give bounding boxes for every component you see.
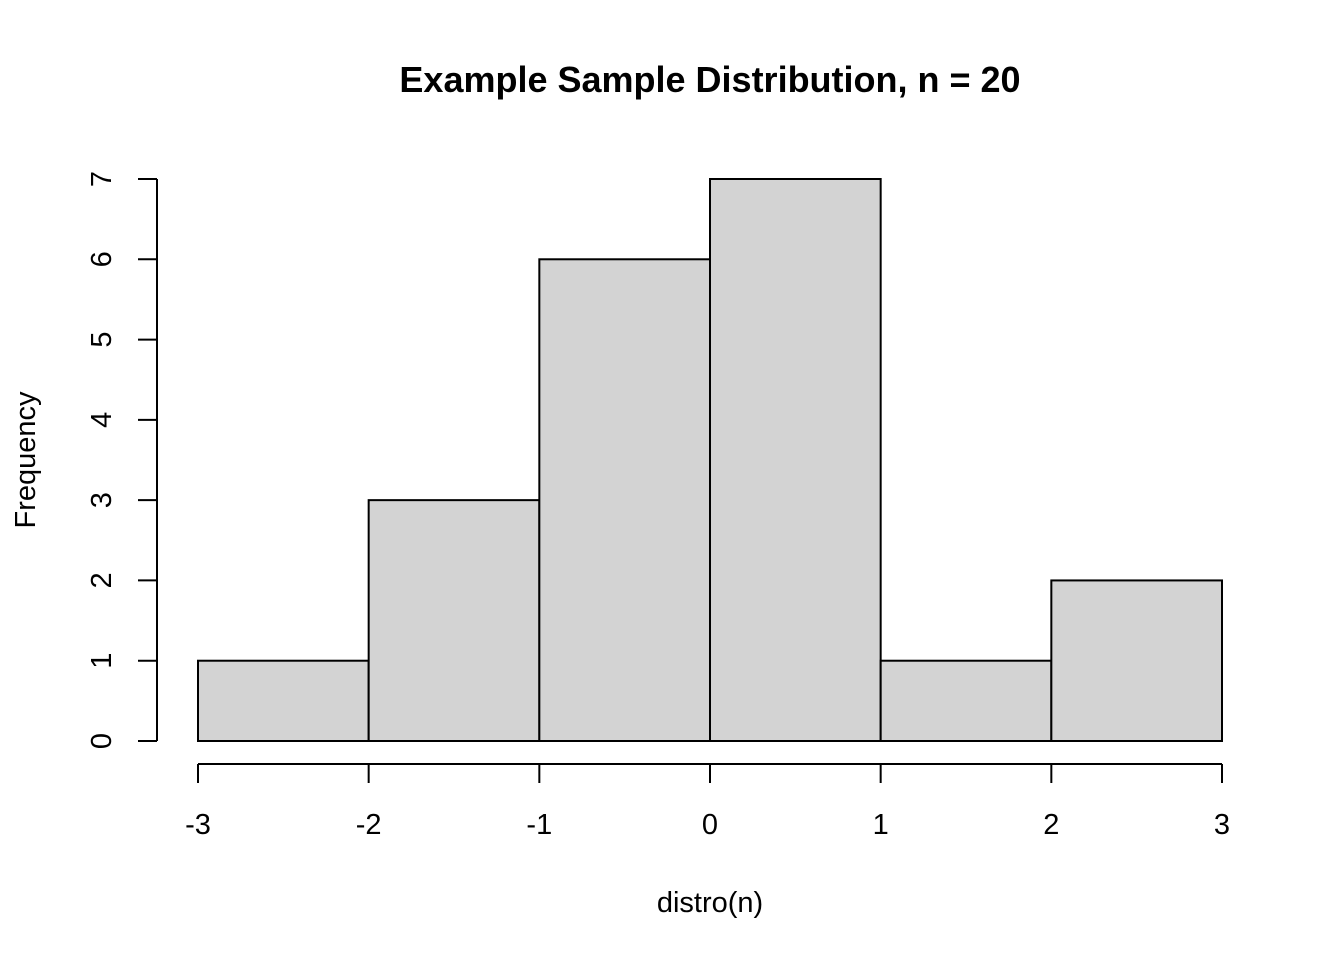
histogram-bar-2 [538,258,711,742]
y-tick-label: 5 [86,332,118,348]
histogram-bar-3 [709,178,882,742]
histogram-bar-0 [197,659,370,743]
y-tick-label: 2 [86,572,118,588]
y-axis: 0 1 2 3 4 5 6 7 [86,171,158,749]
x-axis: -3 -2 -1 0 1 2 3 [185,763,1230,841]
x-tick-label: 3 [1214,809,1230,841]
x-tick-label: -3 [185,809,211,841]
histogram-bar-4 [879,659,1053,743]
chart-title: Example Sample Distribution, n = 20 [399,59,1020,100]
bars-layer [197,178,1224,743]
y-tick-label: 3 [86,492,118,508]
y-tick-label: 1 [86,653,118,669]
x-axis-label: distro(n) [657,887,763,919]
y-axis-label: Frequency [10,391,42,529]
histogram-bar-5 [1050,579,1224,743]
y-tick-label: 4 [86,412,118,428]
x-tick-label: 0 [702,809,718,841]
y-tick-label: 0 [86,733,118,749]
y-tick-label: 7 [86,171,118,187]
x-tick-label: 1 [873,809,889,841]
x-tick-label: 2 [1043,809,1059,841]
histogram-bar-1 [367,499,541,742]
x-tick-label: -1 [526,809,552,841]
y-tick-label: 6 [86,251,118,267]
x-tick-label: -2 [356,809,382,841]
